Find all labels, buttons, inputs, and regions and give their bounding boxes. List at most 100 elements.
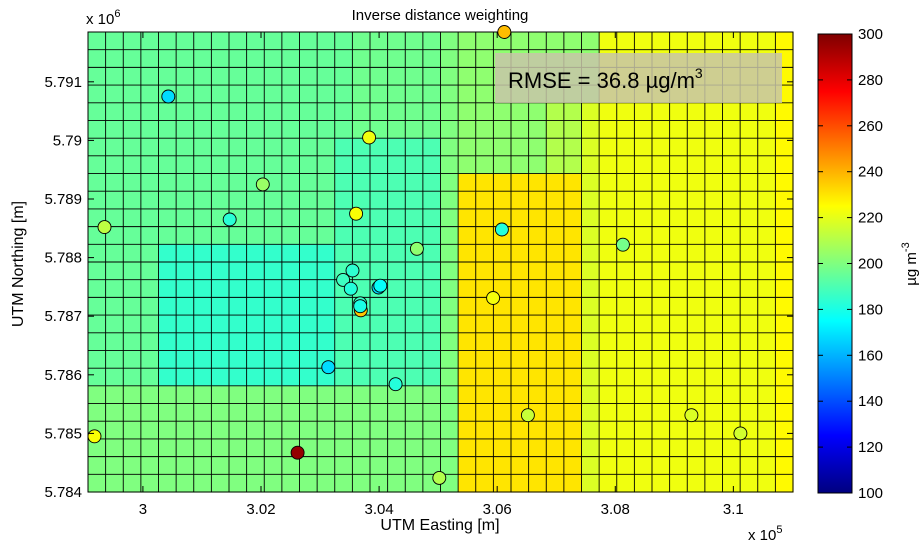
heatmap-cell [405, 173, 424, 192]
heatmap-cell [140, 297, 160, 316]
heatmap-cell [370, 403, 389, 422]
heatmap-cell [88, 279, 107, 298]
heatmap-cell [405, 191, 424, 210]
heatmap-cell [264, 244, 283, 263]
heatmap-cell [563, 315, 583, 334]
heatmap-cell [493, 191, 512, 210]
heatmap-cell [546, 226, 565, 245]
heatmap-cell [405, 421, 424, 440]
heatmap-cell [123, 138, 142, 157]
heatmap-cell [669, 244, 688, 263]
heatmap-cell [740, 297, 759, 316]
heatmap-cell [370, 173, 389, 192]
heatmap-cell [422, 368, 442, 387]
heatmap-cell [105, 244, 124, 263]
heatmap-cell [652, 385, 671, 405]
heatmap-cell [88, 244, 107, 263]
y-tick-label: 5.791 [44, 74, 82, 91]
heatmap-cell [193, 120, 212, 139]
heatmap-cell [387, 474, 406, 493]
heatmap-cell [211, 102, 230, 122]
heatmap-cell [123, 102, 142, 122]
heatmap-cell [352, 332, 371, 352]
heatmap-cell [387, 350, 406, 369]
heatmap-cell [458, 474, 477, 493]
heatmap-cell [475, 49, 494, 68]
heatmap-cell [528, 474, 547, 493]
heatmap-cell [246, 262, 265, 281]
heatmap-cell [405, 32, 424, 51]
station-marker [222, 212, 237, 227]
heatmap-cell [458, 226, 477, 245]
heatmap-cell [123, 85, 142, 104]
heatmap-cell [546, 332, 565, 352]
heatmap-cell [158, 279, 177, 298]
heatmap-cell [264, 297, 283, 316]
heatmap-cell [616, 120, 635, 139]
heatmap-cell [528, 155, 547, 175]
heatmap-cell [211, 456, 230, 475]
heatmap-cell [704, 208, 724, 228]
heatmap-cell [440, 32, 459, 51]
heatmap-cell [458, 332, 477, 352]
heatmap-cell [105, 368, 124, 387]
heatmap-cell [105, 138, 124, 157]
heatmap-cell [493, 120, 512, 139]
heatmap-cell [775, 421, 794, 440]
heatmap-cell [458, 173, 477, 192]
heatmap-cell [652, 332, 671, 352]
heatmap-cell [422, 138, 442, 157]
heatmap-cell [458, 421, 477, 440]
heatmap-cell [299, 155, 318, 175]
heatmap-cell [123, 120, 142, 139]
heatmap-cell [105, 85, 124, 104]
heatmap-cell [317, 244, 336, 263]
heatmap-cell [616, 279, 635, 298]
heatmap-cell [669, 102, 688, 122]
heatmap-cell [88, 438, 107, 458]
heatmap-cell [722, 226, 741, 245]
heatmap-cell [140, 32, 160, 51]
heatmap-cell [176, 226, 195, 245]
heatmap-cell [317, 32, 336, 51]
heatmap-cell [546, 244, 565, 263]
heatmap-cell [458, 385, 477, 405]
heatmap-cell [616, 474, 635, 493]
heatmap-cell [652, 262, 671, 281]
heatmap-cell [158, 102, 177, 122]
heatmap-cell [546, 456, 565, 475]
heatmap-cell [211, 332, 230, 352]
heatmap-cell [458, 368, 477, 387]
heatmap-cell [334, 85, 353, 104]
heatmap-cell [387, 155, 406, 175]
heatmap-cell [176, 32, 195, 51]
heatmap-cell [211, 279, 230, 298]
heatmap-cell [652, 173, 671, 192]
heatmap-cell [299, 102, 318, 122]
heatmap-cell [687, 474, 706, 493]
heatmap-cell [193, 297, 212, 316]
heatmap-cell [616, 173, 635, 192]
x-multiplier: x 105 [748, 524, 782, 544]
heatmap-cell [422, 85, 442, 104]
heatmap-cell [581, 297, 600, 316]
heatmap-cell [281, 262, 301, 281]
heatmap-cell [722, 368, 741, 387]
heatmap-cell [616, 262, 635, 281]
station-marker [362, 130, 377, 145]
heatmap-cell [757, 155, 776, 175]
heatmap-cell [264, 385, 283, 405]
heatmap-cell [458, 138, 477, 157]
heatmap-cell [299, 403, 318, 422]
heatmap-cell [511, 244, 530, 263]
heatmap-cell [511, 226, 530, 245]
heatmap-cell [264, 32, 283, 51]
heatmap-cell [334, 332, 353, 352]
x-axis-label: UTM Easting [m] [380, 517, 499, 534]
heatmap-cell [422, 279, 442, 298]
heatmap-cell [722, 297, 741, 316]
station-marker [161, 89, 176, 104]
heatmap-cell [281, 85, 301, 104]
station-marker [520, 408, 535, 423]
heatmap-cell [775, 191, 794, 210]
